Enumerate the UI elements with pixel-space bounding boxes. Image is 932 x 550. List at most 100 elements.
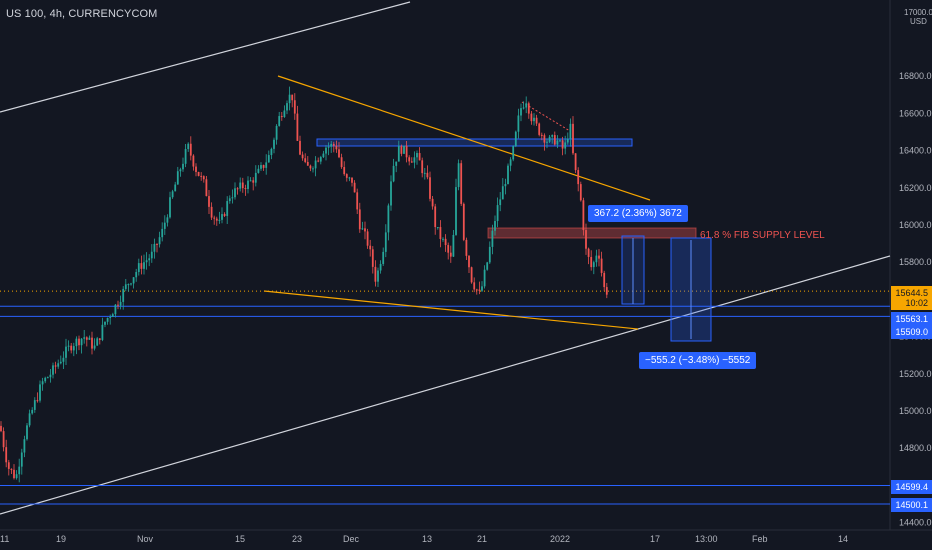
candle-body bbox=[392, 165, 395, 182]
candle-body bbox=[166, 217, 169, 223]
candle-body bbox=[109, 316, 112, 318]
candle-body bbox=[439, 227, 442, 239]
candle-body bbox=[366, 231, 369, 246]
candle-body bbox=[408, 157, 411, 162]
candle-body bbox=[231, 197, 234, 199]
candle-body bbox=[384, 232, 387, 252]
y-tick-label: 15200.0 bbox=[899, 369, 932, 379]
candle-body bbox=[52, 365, 54, 375]
candle-body bbox=[600, 258, 603, 273]
candle-body bbox=[405, 145, 408, 158]
current-price-badge: 15644.5 10:02 bbox=[891, 286, 932, 310]
candle-body bbox=[210, 206, 213, 218]
candle-body bbox=[410, 161, 413, 163]
candle-body bbox=[62, 357, 65, 362]
candle-body bbox=[577, 170, 580, 185]
x-tick-label: 17 bbox=[650, 534, 660, 544]
candle-body bbox=[553, 135, 556, 145]
candle-body bbox=[314, 160, 317, 169]
candle-body bbox=[478, 289, 481, 291]
y-tick-label: 14400.0 bbox=[899, 518, 932, 528]
candle-body bbox=[218, 219, 221, 221]
candle-body bbox=[137, 263, 140, 273]
fib-supply-zone bbox=[487, 227, 697, 239]
candle-body bbox=[241, 182, 244, 189]
level-badge-2: 15509.0 bbox=[891, 325, 932, 339]
y-tick-label: 16600.0 bbox=[899, 108, 932, 118]
candle-body bbox=[390, 181, 392, 206]
candle-body bbox=[288, 94, 291, 104]
x-tick-label: 13 bbox=[422, 534, 432, 544]
candle-body bbox=[135, 272, 138, 278]
candle-body bbox=[387, 205, 390, 233]
candle-body bbox=[397, 146, 400, 162]
upper-trend-line bbox=[0, 1, 411, 113]
candle-body bbox=[254, 172, 257, 183]
candle-body bbox=[605, 287, 608, 295]
candle-body bbox=[148, 258, 151, 261]
x-tick-label: 13:00 bbox=[695, 534, 718, 544]
candle-body bbox=[119, 301, 122, 306]
candle-body bbox=[156, 243, 158, 245]
candle-body bbox=[527, 103, 530, 114]
candle-body bbox=[561, 140, 564, 149]
candle-body bbox=[72, 346, 75, 351]
candle-body bbox=[470, 267, 473, 283]
candle-body bbox=[444, 238, 447, 246]
candle-body bbox=[455, 187, 457, 235]
measure-down-label: −555.2 (−3.48%) −5552 bbox=[639, 352, 757, 369]
candle-body bbox=[140, 263, 143, 269]
candle-body bbox=[18, 466, 21, 475]
candle-body bbox=[226, 201, 229, 216]
candle-body bbox=[54, 365, 57, 367]
candle-body bbox=[41, 381, 44, 385]
candle-body bbox=[306, 161, 309, 166]
symbol-title: US 100, 4h, CURRENCYCOM bbox=[6, 8, 158, 20]
candle-body bbox=[585, 230, 587, 249]
candle-body bbox=[364, 228, 366, 232]
candle-body bbox=[221, 214, 223, 220]
candle-body bbox=[75, 338, 78, 347]
candle-body bbox=[317, 160, 320, 162]
candle-body bbox=[374, 266, 377, 282]
candle-body bbox=[70, 345, 73, 351]
axis-unit: 17000.0 USD bbox=[904, 8, 932, 26]
candle-body bbox=[548, 136, 551, 142]
candle-body bbox=[426, 172, 429, 178]
x-tick-label: 19 bbox=[56, 534, 66, 544]
candle-body bbox=[499, 199, 502, 206]
resistance-zone-box bbox=[316, 138, 633, 147]
candle-body bbox=[293, 100, 296, 114]
candle-body bbox=[67, 345, 70, 347]
candle-body bbox=[114, 304, 117, 315]
candle-body bbox=[587, 248, 590, 257]
candle-body bbox=[65, 346, 67, 358]
candle-body bbox=[348, 177, 351, 179]
candle-body bbox=[512, 146, 515, 160]
candle-body bbox=[158, 237, 161, 245]
candle-body bbox=[247, 180, 249, 189]
candle-body bbox=[590, 256, 593, 268]
candle-body bbox=[205, 179, 208, 197]
candle-body bbox=[88, 337, 91, 340]
x-tick-label: 21 bbox=[477, 534, 487, 544]
x-tick-label: 23 bbox=[292, 534, 302, 544]
x-tick-label: 2022 bbox=[550, 534, 570, 544]
descending-trend-line bbox=[277, 75, 651, 201]
candle-body bbox=[421, 160, 424, 174]
candle-body bbox=[44, 377, 47, 382]
candle-body bbox=[213, 217, 216, 219]
candle-body bbox=[239, 182, 242, 189]
candle-body bbox=[371, 249, 374, 267]
candle-body bbox=[10, 468, 13, 470]
candle-body bbox=[150, 251, 153, 259]
candle-body bbox=[330, 143, 333, 147]
candle-body bbox=[543, 135, 546, 143]
candle-body bbox=[200, 175, 203, 177]
candle-body bbox=[436, 227, 439, 229]
candle-body bbox=[23, 439, 26, 453]
candle-body bbox=[486, 262, 489, 270]
y-tick-label: 16800.0 bbox=[899, 71, 932, 81]
